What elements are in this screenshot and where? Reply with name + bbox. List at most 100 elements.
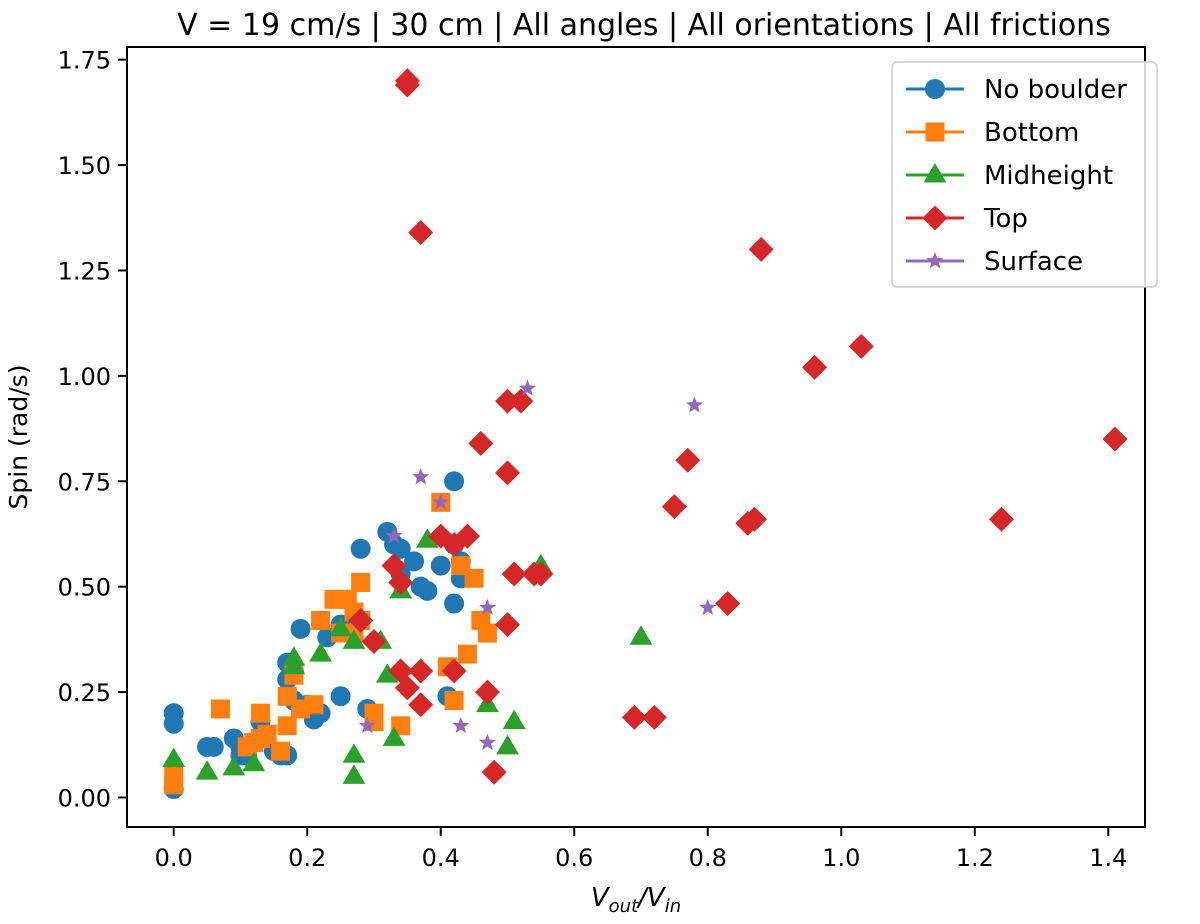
data-point-circle-35 <box>444 593 465 614</box>
data-point-diamond-2 <box>408 220 434 246</box>
data-point-star-7 <box>358 716 376 734</box>
data-point-circle-29 <box>390 538 411 559</box>
data-point-triangle-10 <box>342 629 366 649</box>
data-point-square-32 <box>477 623 497 643</box>
y-tick-label: 1.50 <box>58 152 111 180</box>
data-point-triangle-15 <box>415 528 439 548</box>
data-point-diamond-1 <box>394 72 420 98</box>
data-point-circle-22 <box>330 686 351 707</box>
data-point-circle-37 <box>444 471 465 492</box>
data-point-diamond-25 <box>348 607 374 633</box>
data-point-diamond-26 <box>361 628 387 654</box>
legend-item-star: Surface <box>906 247 1083 277</box>
data-point-diamond-10 <box>675 447 701 473</box>
legend-label: Bottom <box>984 118 1079 148</box>
data-point-square-7 <box>257 724 277 744</box>
x-tick-label: 1.0 <box>822 844 860 872</box>
legend-marker-circle <box>925 79 945 99</box>
x-axis: 0.0 0.2 0.4 0.6 0.8 1.0 1.2 1.4 <box>155 827 1127 872</box>
data-point-triangle-1 <box>195 760 219 780</box>
legend-item-circle: No boulder <box>906 75 1127 105</box>
legend: No boulder Bottom Midheight Top Surface <box>891 61 1158 288</box>
y-tick-label: 0.00 <box>58 784 111 812</box>
data-point-triangle-5 <box>282 654 306 675</box>
legend-marker-diamond <box>922 205 948 231</box>
y-tick-label: 0.25 <box>58 679 111 707</box>
data-point-diamond-33 <box>408 692 434 718</box>
data-point-circle-33 <box>430 555 451 576</box>
series-diamond <box>348 68 1128 785</box>
data-point-square-8 <box>271 741 291 761</box>
data-point-square-30 <box>464 568 484 588</box>
data-point-square-29 <box>457 644 477 664</box>
data-point-diamond-27 <box>494 612 520 638</box>
x-axis-label-slash: /V <box>636 883 667 913</box>
data-point-diamond-35 <box>641 704 667 730</box>
data-point-circle-1 <box>163 713 184 734</box>
x-tick-label: 1.4 <box>1089 844 1127 872</box>
data-point-diamond-36 <box>481 759 507 785</box>
y-tick-label: 1.75 <box>58 47 111 75</box>
x-axis-label: Vout/Vin <box>591 883 681 917</box>
data-point-star-8 <box>452 716 470 734</box>
data-point-triangle-9 <box>342 743 366 763</box>
data-point-star-4 <box>385 527 403 544</box>
legend-frame <box>891 61 1158 288</box>
data-point-square-27 <box>444 691 464 711</box>
data-point-star-6 <box>699 598 717 616</box>
data-point-diamond-7 <box>508 388 534 414</box>
legend-item-square: Bottom <box>906 118 1079 148</box>
data-point-circle-24 <box>350 538 371 559</box>
data-point-diamond-29 <box>408 658 434 684</box>
data-point-square-1 <box>164 775 184 795</box>
y-axis: 0.00 0.25 0.50 0.75 1.00 1.25 1.50 1.75 <box>58 47 127 812</box>
data-point-square-10 <box>277 716 297 736</box>
data-point-diamond-31 <box>394 675 420 701</box>
data-point-circle-4 <box>203 736 224 757</box>
data-point-diamond-11 <box>494 460 520 486</box>
legend-label: Top <box>983 204 1028 234</box>
data-point-triangle-17 <box>496 734 519 755</box>
data-point-star-2 <box>412 468 430 485</box>
y-axis-label: Spin (rad/s) <box>4 365 33 510</box>
series-circle <box>163 471 471 800</box>
y-tick-label: 1.25 <box>58 257 111 285</box>
data-point-star-5 <box>478 598 497 616</box>
data-point-diamond-9 <box>1102 426 1128 452</box>
legend-label: No boulder <box>984 75 1127 105</box>
chart-title: V = 19 cm/s | 30 cm | All angles | All o… <box>177 8 1111 43</box>
data-point-diamond-15 <box>988 506 1014 532</box>
data-point-diamond-24 <box>715 591 741 617</box>
legend-label: Midheight <box>984 161 1113 191</box>
data-point-triangle-6 <box>309 642 332 662</box>
data-point-triangle-0 <box>162 747 186 767</box>
data-point-triangle-18 <box>502 709 526 730</box>
data-point-diamond-3 <box>748 236 774 262</box>
data-point-diamond-8 <box>468 430 494 456</box>
data-point-triangle-12 <box>375 663 399 683</box>
x-tick-label: 0.8 <box>689 844 727 872</box>
data-point-diamond-18 <box>441 532 467 558</box>
plot-area <box>162 68 1128 800</box>
legend-label: Surface <box>984 247 1083 277</box>
data-point-square-20 <box>351 572 371 592</box>
data-point-diamond-14 <box>735 510 761 536</box>
y-tick-label: 1.00 <box>58 363 111 391</box>
data-point-square-5 <box>251 703 271 723</box>
x-tick-label: 0.4 <box>422 844 460 872</box>
data-point-triangle-13 <box>382 726 406 746</box>
data-point-star-3 <box>432 493 450 510</box>
data-point-diamond-5 <box>802 354 828 380</box>
data-point-triangle-2 <box>222 755 246 776</box>
legend-item-diamond: Top <box>906 204 1028 234</box>
data-point-square-13 <box>304 695 324 715</box>
data-point-triangle-7 <box>329 616 353 637</box>
data-point-triangle-3 <box>242 751 266 772</box>
data-point-triangle-20 <box>629 625 653 645</box>
x-tick-label: 1.2 <box>956 844 994 872</box>
y-tick-label: 0.75 <box>58 468 111 496</box>
data-point-diamond-21 <box>501 561 527 587</box>
x-tick-label: 0.2 <box>288 844 326 872</box>
data-point-star-1 <box>685 396 703 413</box>
